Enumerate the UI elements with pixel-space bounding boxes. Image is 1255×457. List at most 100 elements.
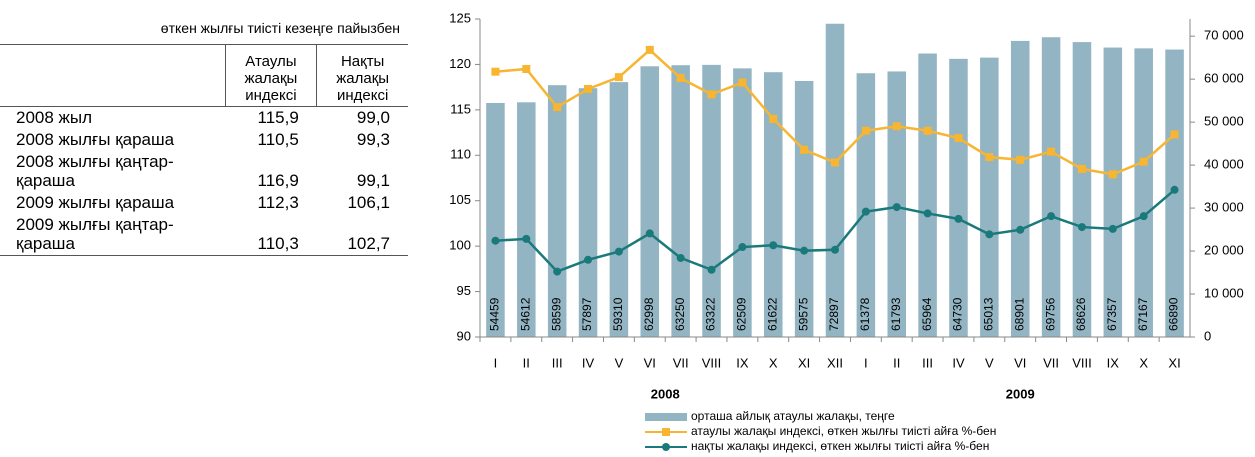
bar-value-label: 62509 [735, 297, 749, 331]
bar-value-label: 58599 [549, 297, 563, 331]
bar [764, 72, 783, 337]
bar [918, 53, 937, 337]
table-cell: 106,1 [347, 193, 390, 212]
row-label: 2009 жылғы қаңтар-қараша [16, 215, 174, 253]
y2-tick-label: 30 000 [1204, 200, 1244, 215]
year-label: 2009 [1006, 386, 1035, 401]
marker [800, 145, 809, 154]
row-label: 2008 жылғы қараша [16, 130, 175, 149]
table-row: 2008 жыл 115,9 99,0 [0, 107, 408, 130]
bar [856, 73, 876, 338]
marker [614, 247, 623, 256]
table-cell: 99,3 [356, 130, 390, 149]
x-tick-label: V [985, 355, 994, 370]
table-cell: 115,9 [257, 108, 299, 127]
bar-value-label: 57897 [580, 297, 594, 331]
bar-value-label: 69756 [1043, 297, 1057, 331]
bar [1072, 42, 1092, 337]
marker [1016, 155, 1025, 164]
bar-value-label: 62998 [642, 297, 656, 331]
header-row: Атаулы жалақы индексі Нақты жалақы индек… [0, 44, 408, 107]
marker [1077, 223, 1086, 232]
bar-value-label: 54612 [518, 297, 532, 331]
marker [707, 265, 716, 274]
bar [640, 66, 660, 337]
y-tick-label: 100 [449, 238, 471, 253]
bar-value-label: 59310 [611, 297, 625, 331]
table-row: 2009 жылғы қаңтар-қараша 110,3 102,7 [0, 214, 408, 256]
marker [954, 134, 963, 143]
marker [522, 234, 531, 243]
bar-value-label: 61622 [765, 297, 779, 331]
y-tick-label: 95 [457, 283, 471, 298]
marker [491, 236, 500, 245]
x-tick-label: II [893, 355, 900, 370]
year-label: 2008 [651, 386, 680, 401]
bar [609, 82, 629, 338]
y-tick-label: 125 [449, 10, 471, 25]
bar [578, 88, 598, 338]
table-row: 2009 жылғы қараша 112,3 106,1 [0, 192, 408, 214]
marker [1047, 212, 1056, 221]
marker [707, 90, 716, 99]
marker [738, 78, 747, 87]
bar-value-label: 65013 [982, 297, 996, 331]
marker [861, 126, 870, 135]
marker [1108, 224, 1117, 233]
y2-tick-label: 10 000 [1204, 285, 1244, 300]
marker [769, 114, 778, 123]
marker [645, 229, 654, 238]
x-tick-label: VII [1043, 355, 1059, 370]
marker [1016, 225, 1025, 234]
x-tick-label: XII [827, 355, 843, 370]
column-header: Атаулы жалақы индексі [224, 44, 317, 107]
x-tick-label: I [494, 355, 498, 370]
legend-label: атаулы жалақы индексі, өткен жылғы тиіст… [691, 424, 996, 438]
row-label: 2009 жылғы қараша [16, 193, 175, 212]
legend-marker [662, 428, 670, 436]
legend-label: нақты жалақы индексі, өткен жылғы тиісті… [691, 439, 989, 453]
marker [614, 73, 623, 82]
marker [800, 246, 809, 255]
marker [491, 67, 500, 76]
marker [553, 267, 562, 276]
y2-tick-label: 0 [1204, 328, 1211, 343]
bar-value-label: 61378 [858, 297, 872, 331]
marker [1170, 130, 1179, 139]
bar [517, 102, 536, 337]
corner [0, 44, 226, 107]
row-label: 2008 жылғы қаңтар-қараша [16, 152, 174, 190]
table-note: өткен жылғы тиісті кезеңге пайызбен [160, 20, 400, 36]
table-cell: 102,7 [347, 234, 390, 253]
table-cell: 116,9 [257, 171, 299, 190]
bar [1134, 48, 1153, 337]
x-tick-label: XI [1168, 355, 1180, 370]
marker [1170, 185, 1179, 194]
x-tick-label: II [523, 355, 530, 370]
x-tick-label: IV [582, 355, 595, 370]
marker [676, 253, 685, 262]
bar-value-label: 66890 [1167, 297, 1181, 331]
y-tick-label: 90 [457, 328, 471, 343]
column-header: Нақты жалақы индексі [316, 44, 408, 107]
marker [676, 74, 685, 83]
legend-label: орташа айлық атаулы жалақы, теңге [691, 409, 895, 423]
bar-value-label: 54459 [488, 297, 502, 331]
table-cell: 112,3 [257, 193, 299, 212]
marker [923, 126, 932, 135]
y-tick-label: 105 [449, 192, 471, 207]
x-tick-label: X [769, 355, 778, 370]
y-tick-label: 110 [450, 147, 471, 162]
legend-marker [662, 443, 670, 451]
marker [831, 245, 839, 254]
bar-value-label: 65964 [920, 297, 934, 331]
marker [861, 207, 870, 216]
bar-value-label: 68901 [1012, 297, 1026, 331]
legend-swatch [645, 413, 687, 421]
bar [486, 102, 505, 338]
marker [1108, 170, 1117, 179]
bar [702, 64, 721, 338]
marker [1139, 212, 1148, 221]
bar-value-label: 61793 [889, 297, 903, 331]
